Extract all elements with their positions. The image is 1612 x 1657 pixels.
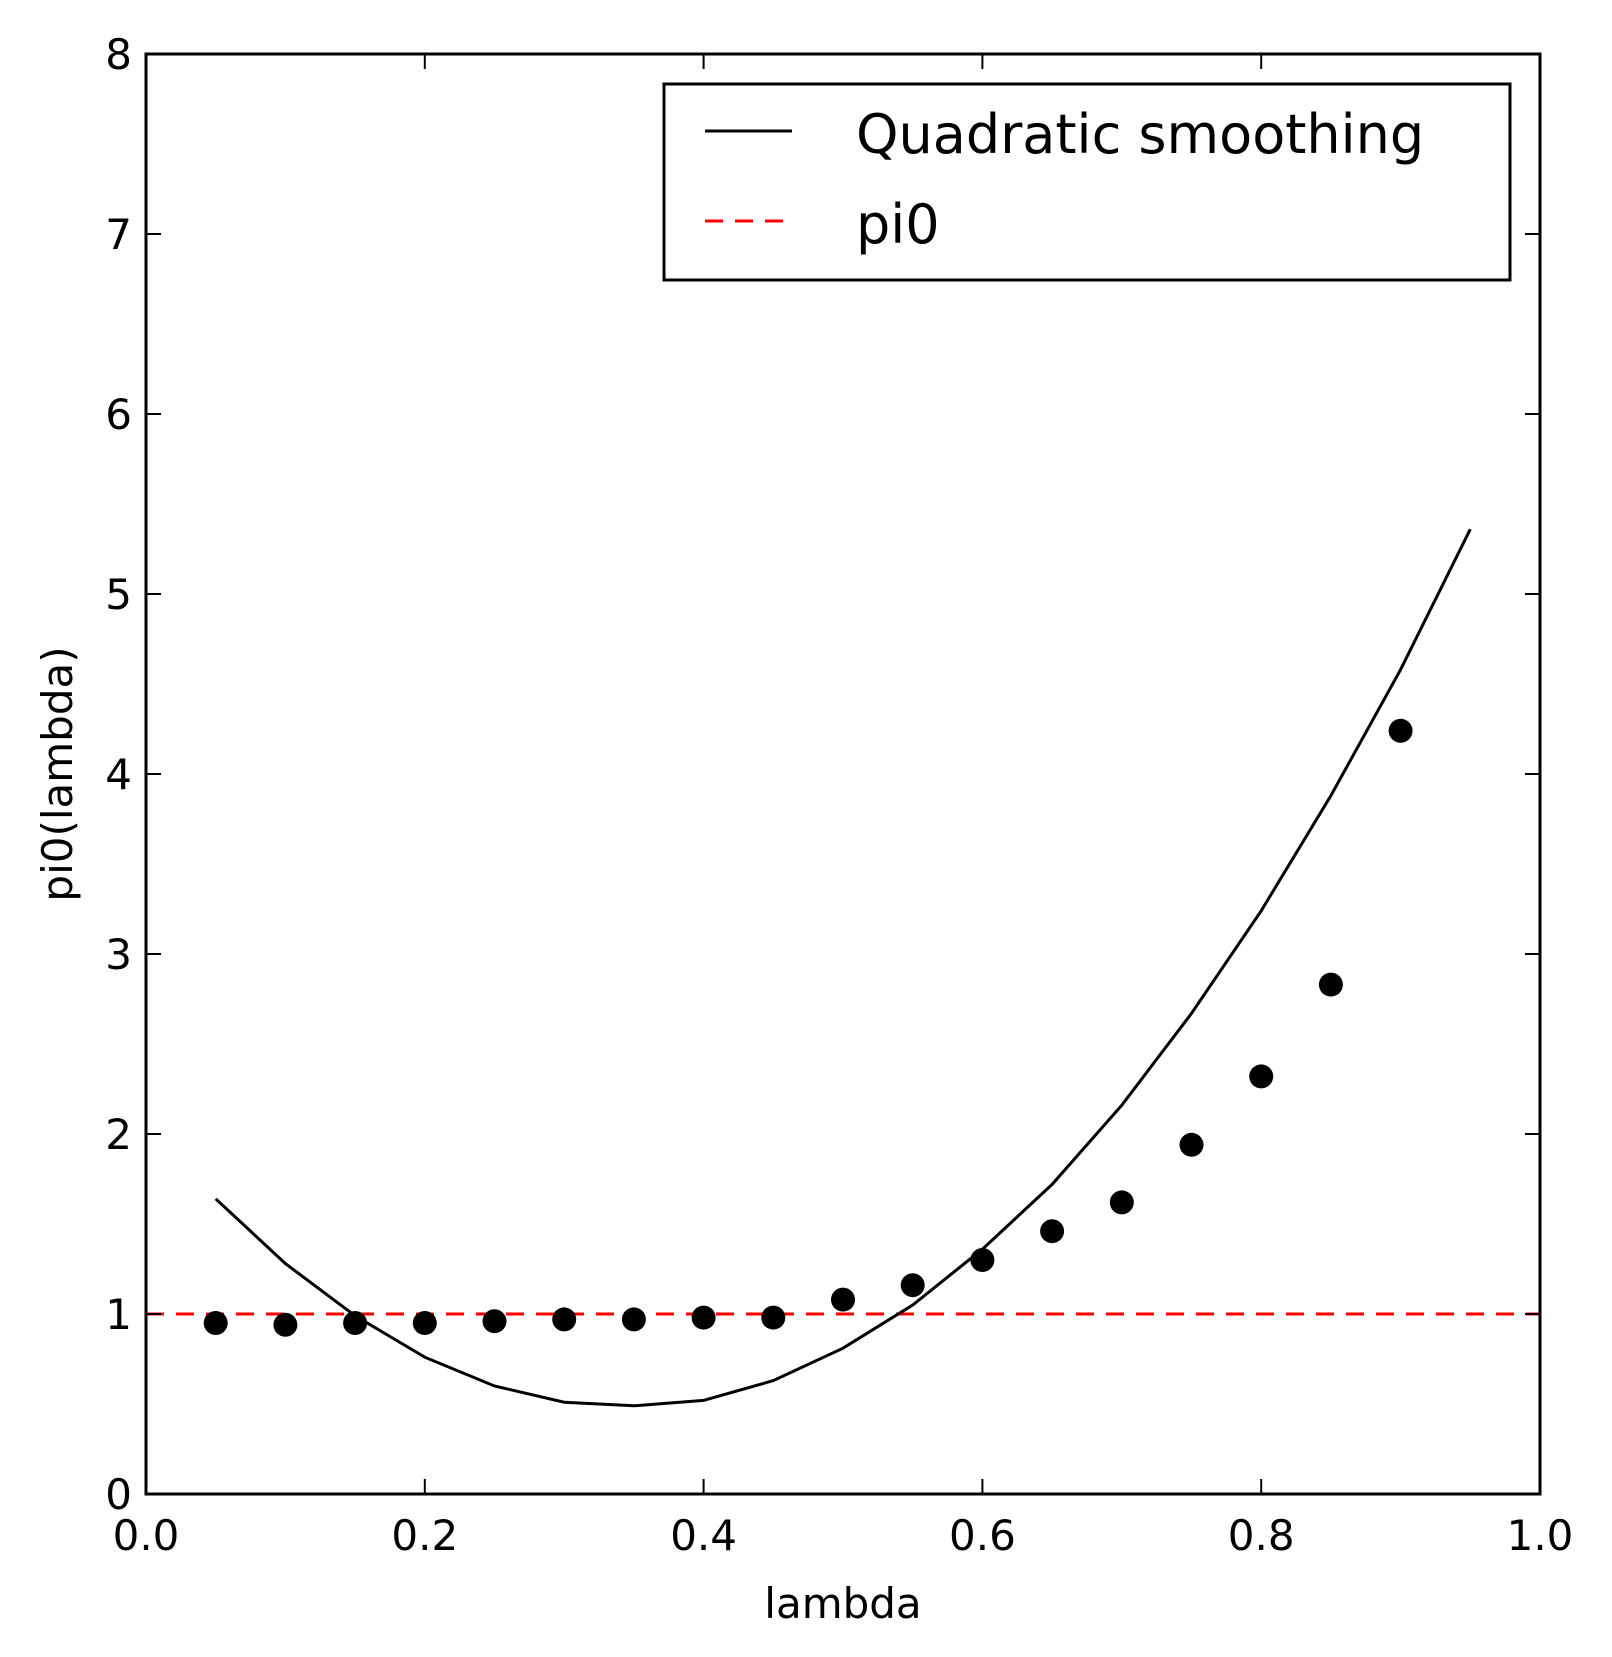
legend-box <box>662 82 1512 282</box>
x-axis-label: lambda <box>764 1579 921 1628</box>
x-tick-label: 1.0 <box>1507 1511 1574 1560</box>
legend: Quadratic smoothing pi0 <box>662 82 1512 282</box>
axis-ticks: 0.0 0.2 0.4 0.6 0.8 1.0 0 1 2 3 4 5 6 7 8 <box>105 30 1573 1560</box>
data-point <box>343 1311 368 1335</box>
x-tick-label: 0.2 <box>391 1511 458 1560</box>
smoothing-line <box>214 528 1472 1408</box>
data-point <box>482 1309 507 1334</box>
y-tick-label: 2 <box>105 1110 132 1159</box>
x-tick-label: 0.6 <box>949 1511 1016 1560</box>
x-tick-label: 0.0 <box>113 1511 180 1560</box>
y-tick-label: 4 <box>105 750 132 799</box>
y-tick-label: 3 <box>105 930 132 979</box>
y-tick-label: 7 <box>105 210 132 259</box>
data-point <box>691 1305 716 1330</box>
y-tick-label: 0 <box>105 1470 132 1519</box>
data-point <box>621 1307 646 1332</box>
data-point <box>1318 972 1343 997</box>
data-point <box>1388 718 1413 743</box>
y-tick-label: 1 <box>105 1290 132 1339</box>
data-point <box>203 1311 228 1335</box>
data-point <box>1249 1064 1274 1089</box>
y-tick-label: 5 <box>105 570 132 619</box>
data-point <box>273 1312 298 1337</box>
data-point <box>1179 1132 1204 1157</box>
y-tick-label: 6 <box>105 390 132 439</box>
x-tick-label: 0.4 <box>670 1511 737 1560</box>
y-axis-label: pi0(lambda) <box>33 646 82 901</box>
legend-label-pi0: pi0 <box>856 193 940 256</box>
legend-label-smoothing: Quadratic smoothing <box>856 103 1424 166</box>
data-point <box>900 1273 925 1298</box>
plot-area <box>146 528 1540 1408</box>
data-point <box>1109 1190 1134 1215</box>
data-point <box>970 1248 995 1272</box>
data-point <box>412 1311 437 1335</box>
data-point <box>1040 1219 1065 1244</box>
data-point <box>761 1305 786 1330</box>
data-point <box>831 1287 855 1312</box>
data-point <box>552 1307 577 1332</box>
x-tick-label: 0.8 <box>1228 1511 1295 1560</box>
y-tick-label: 8 <box>105 30 132 79</box>
